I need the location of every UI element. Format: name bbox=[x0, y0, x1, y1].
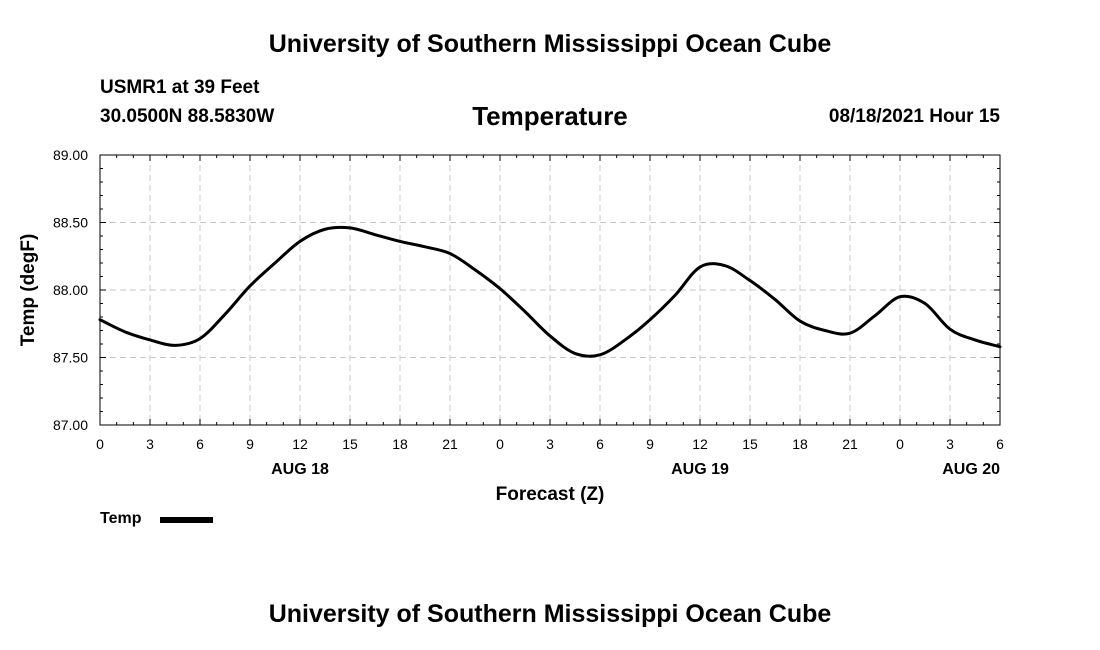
date-label: AUG 20 bbox=[942, 461, 1000, 478]
x-tick-label: 15 bbox=[742, 436, 758, 452]
y-tick-label: 88.00 bbox=[53, 282, 88, 298]
chart-main-title: University of Southern Mississippi Ocean… bbox=[268, 30, 832, 58]
x-tick-label: 3 bbox=[146, 436, 154, 452]
station-coordinates: 30.0500N 88.5830W bbox=[100, 106, 275, 127]
x-tick-label: 18 bbox=[392, 436, 408, 452]
y-tick-label: 89.00 bbox=[53, 147, 88, 163]
y-tick-label: 88.50 bbox=[53, 215, 88, 231]
x-tick-label: 21 bbox=[842, 436, 858, 452]
x-tick-label: 9 bbox=[646, 436, 654, 452]
temp-series-line bbox=[98, 225, 1002, 358]
series-layer bbox=[98, 225, 1002, 358]
plot-frame bbox=[99, 154, 1001, 426]
x-tick-label: 9 bbox=[246, 436, 254, 452]
x-axis-label: Forecast (Z) bbox=[496, 484, 605, 505]
legend-swatch bbox=[160, 517, 213, 523]
x-tick-label: 3 bbox=[546, 436, 554, 452]
x-tick-label: 6 bbox=[996, 436, 1004, 452]
x-tick-label: 0 bbox=[96, 436, 104, 452]
x-tick-label: 6 bbox=[596, 436, 604, 452]
date-label: AUG 19 bbox=[671, 461, 729, 478]
x-tick-label: 12 bbox=[692, 436, 708, 452]
variable-title: Temperature bbox=[472, 101, 628, 131]
forecast-datetime: 08/18/2021 Hour 15 bbox=[828, 106, 1000, 127]
x-tick-label: 0 bbox=[896, 436, 904, 452]
x-tick-label: 15 bbox=[342, 436, 358, 452]
footer-title: University of Southern Mississippi Ocean… bbox=[268, 600, 832, 628]
station-label: USMR1 at 39 Feet bbox=[100, 77, 260, 98]
grid-lines bbox=[100, 155, 1000, 425]
date-label: AUG 18 bbox=[271, 461, 329, 478]
x-tick-label: 18 bbox=[792, 436, 808, 452]
x-tick-label: 21 bbox=[442, 436, 458, 452]
x-tick-label: 6 bbox=[196, 436, 204, 452]
axes: 0 3 6 9 12 15 18 21 0 3 6 9 12 15 18 21 0 3 6 87.00 87.50 88.… bbox=[53, 147, 1004, 478]
legend-label: Temp bbox=[100, 510, 142, 527]
y-tick-label: 87.00 bbox=[53, 417, 88, 433]
x-tick-label: 0 bbox=[496, 436, 504, 452]
x-tick-label: 3 bbox=[946, 436, 954, 452]
y-axis-label: Temp (degF) bbox=[18, 234, 39, 347]
y-tick-label: 87.50 bbox=[53, 350, 88, 366]
x-tick-label: 12 bbox=[292, 436, 308, 452]
